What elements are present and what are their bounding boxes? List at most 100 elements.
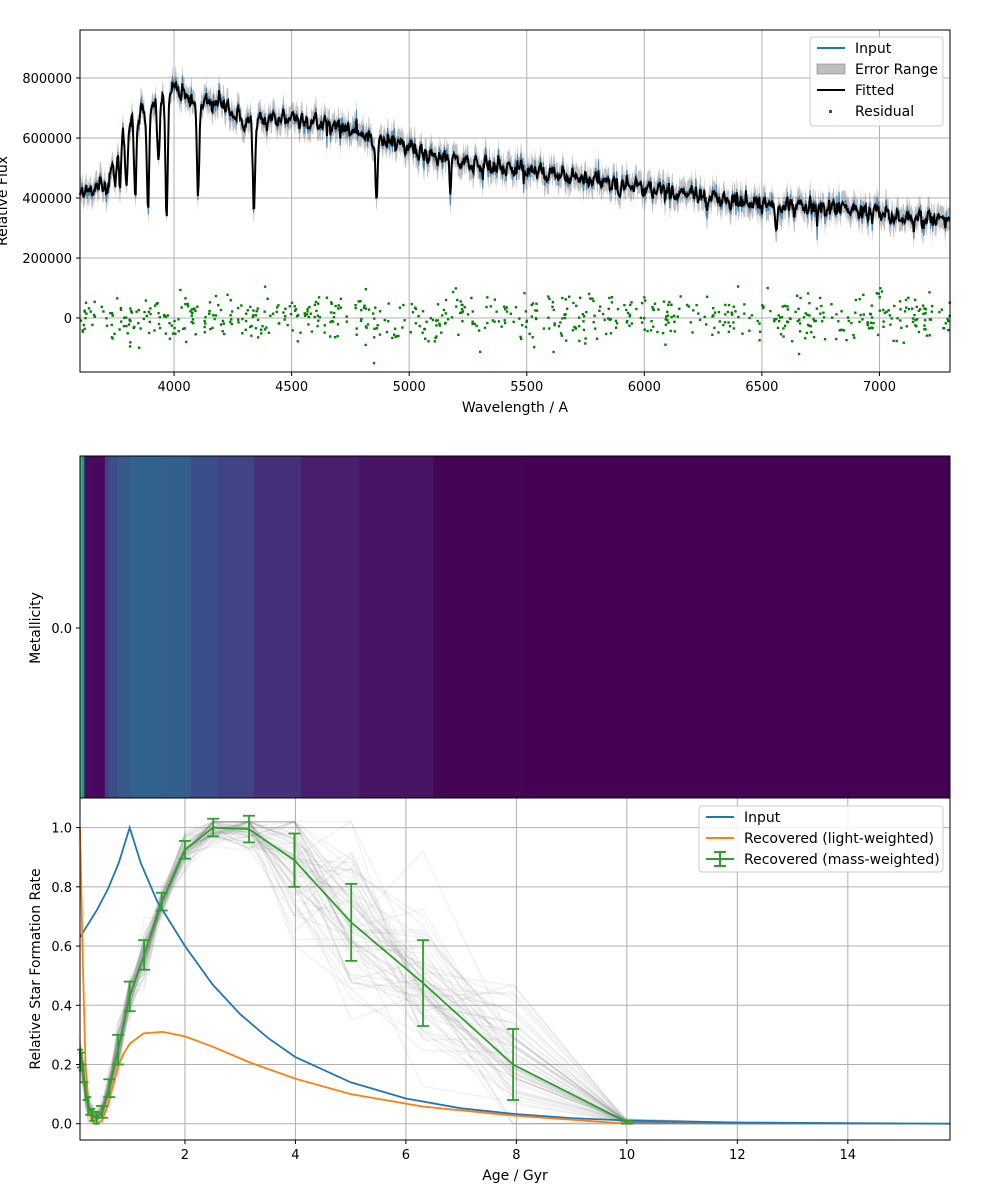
residual-point bbox=[899, 319, 902, 322]
residual-point bbox=[355, 327, 358, 330]
residual-point bbox=[277, 304, 280, 307]
sfh-series bbox=[77, 814, 951, 1125]
residual-point bbox=[221, 319, 225, 323]
residual-point bbox=[883, 311, 887, 315]
residual-point bbox=[928, 291, 931, 294]
residual-point bbox=[532, 345, 536, 349]
residual-point bbox=[534, 309, 537, 312]
residual-point bbox=[796, 319, 799, 323]
residual-point bbox=[183, 327, 186, 330]
residual-point bbox=[885, 310, 888, 314]
metallicity-bin bbox=[190, 456, 219, 798]
residual-point bbox=[289, 312, 293, 316]
residual-point bbox=[525, 319, 529, 323]
residual-point bbox=[303, 312, 306, 315]
residual-point bbox=[500, 325, 503, 328]
residual-point bbox=[91, 323, 94, 327]
residual-point bbox=[355, 333, 358, 336]
metallicity-bin bbox=[84, 456, 91, 798]
residual-point bbox=[835, 337, 838, 341]
residual-point bbox=[337, 304, 340, 307]
residual-point bbox=[797, 307, 800, 311]
residual-point bbox=[129, 307, 132, 310]
residual-point bbox=[364, 343, 367, 347]
residual-point bbox=[924, 312, 927, 315]
residual-point bbox=[718, 320, 722, 323]
residual-point bbox=[109, 311, 112, 315]
residual-point bbox=[128, 318, 131, 321]
residual-point bbox=[685, 303, 689, 307]
spectrum-y-tick-label: 600000 bbox=[22, 132, 72, 147]
residual-point bbox=[185, 340, 188, 344]
residual-point bbox=[186, 305, 190, 308]
residual-point bbox=[773, 319, 776, 323]
residual-point bbox=[560, 334, 564, 337]
residual-point bbox=[656, 330, 659, 334]
metallicity-y-tick-label: 0.0 bbox=[51, 622, 72, 637]
residual-point bbox=[514, 305, 518, 309]
residual-point bbox=[670, 315, 673, 319]
residual-point bbox=[524, 325, 528, 329]
residual-point bbox=[777, 314, 780, 317]
residual-point bbox=[180, 306, 183, 309]
spectrum-frame bbox=[79, 29, 951, 373]
residual-point bbox=[403, 319, 406, 322]
residual-point bbox=[149, 307, 152, 310]
residual-point bbox=[822, 316, 826, 319]
residual-point bbox=[147, 310, 151, 314]
residual-point bbox=[806, 323, 810, 327]
residual-point bbox=[872, 321, 875, 325]
residual-point bbox=[878, 296, 881, 299]
residual-point bbox=[190, 308, 194, 311]
residual-point bbox=[607, 307, 610, 311]
residual-point bbox=[561, 296, 564, 300]
residual-point bbox=[411, 311, 415, 314]
residual-point bbox=[598, 309, 601, 312]
residual-point bbox=[309, 312, 312, 315]
sfh-x-tick-label: 8 bbox=[512, 1148, 520, 1163]
residual-point bbox=[666, 318, 669, 322]
residual-point bbox=[581, 313, 584, 316]
residual-point bbox=[679, 295, 682, 298]
residual-point bbox=[649, 329, 653, 332]
spectrum-y-tick-label: 400000 bbox=[22, 192, 72, 207]
residual-point bbox=[84, 316, 87, 320]
residual-point bbox=[317, 296, 321, 299]
residual-point bbox=[629, 303, 632, 307]
residual-point bbox=[248, 325, 252, 329]
residual-point bbox=[552, 308, 556, 312]
residual-point bbox=[531, 302, 535, 305]
residual-point bbox=[158, 326, 162, 330]
residual-point bbox=[333, 311, 336, 315]
residual-point bbox=[847, 319, 850, 323]
residual-point bbox=[489, 305, 493, 308]
metallicity-bin bbox=[218, 456, 255, 798]
residual-point bbox=[628, 314, 632, 318]
residual-point bbox=[947, 328, 950, 332]
residual-point bbox=[573, 325, 576, 329]
residual-point bbox=[923, 307, 926, 310]
residual-point bbox=[646, 329, 649, 333]
residual-point bbox=[672, 314, 676, 318]
residual-point bbox=[364, 287, 368, 291]
residual-point bbox=[582, 320, 585, 323]
residual-point bbox=[435, 319, 438, 322]
legend-error-label: Error Range bbox=[855, 62, 938, 78]
residual-point bbox=[364, 307, 368, 310]
residual-point bbox=[903, 310, 907, 313]
residual-point bbox=[241, 317, 244, 321]
spectrum-y-tick-label: 200000 bbox=[22, 252, 72, 267]
residual-point bbox=[779, 333, 783, 336]
residual-point bbox=[704, 323, 708, 326]
residual-point bbox=[880, 290, 884, 293]
residual-point bbox=[354, 304, 357, 307]
residual-point bbox=[820, 320, 824, 323]
residual-point bbox=[938, 310, 941, 314]
metallicity-bin bbox=[108, 456, 119, 798]
residual-point bbox=[323, 324, 326, 327]
residual-point bbox=[189, 310, 192, 313]
residual-point bbox=[503, 321, 507, 325]
residual-point bbox=[459, 300, 462, 303]
metallicity-panel: 0.0 Metallicity bbox=[28, 455, 951, 799]
residual-point bbox=[120, 320, 123, 323]
